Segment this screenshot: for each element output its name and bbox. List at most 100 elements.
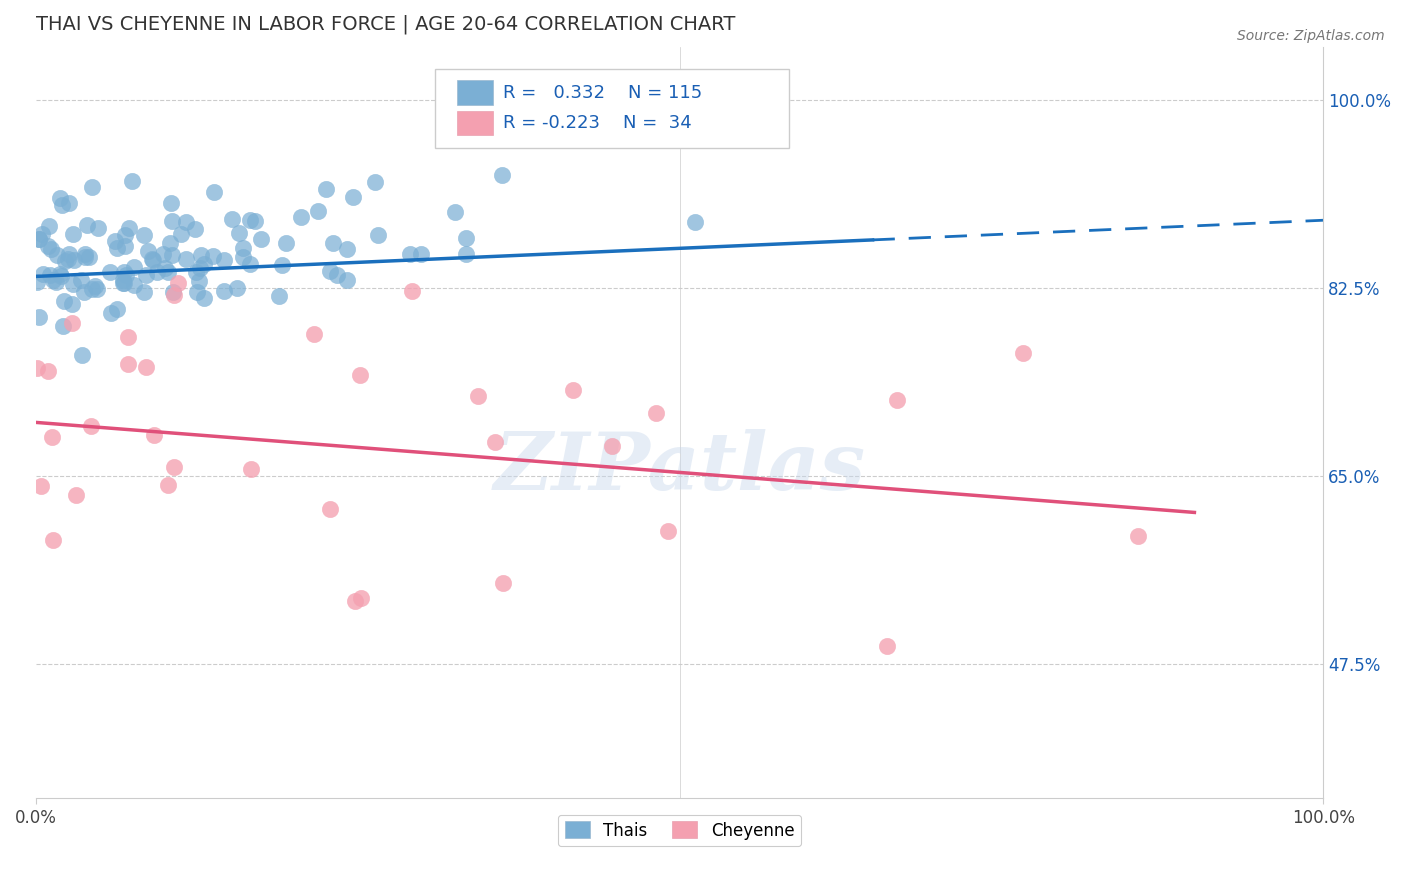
Point: [160, 196, 183, 211]
Text: ZIPatlas: ZIPatlas: [494, 429, 866, 507]
Point: [1128, 529, 1150, 543]
Point: [156, 478, 179, 492]
Point: [105, 241, 128, 255]
Point: [187, 274, 209, 288]
Point: [122, 260, 145, 275]
Point: [157, 265, 180, 279]
Point: [491, 168, 513, 182]
Point: [142, 252, 165, 267]
Point: [122, 278, 145, 293]
Point: [112, 276, 135, 290]
Point: [42, 273, 65, 287]
Point: [184, 222, 207, 236]
Point: [221, 212, 243, 227]
Point: [492, 576, 515, 591]
Point: [53, 294, 76, 309]
Point: [100, 265, 122, 279]
Point: [118, 220, 141, 235]
Point: [73, 250, 96, 264]
Point: [167, 276, 190, 290]
Point: [31, 267, 53, 281]
Point: [657, 524, 679, 538]
Point: [39, 242, 62, 256]
Point: [443, 204, 465, 219]
Point: [117, 357, 139, 371]
Point: [51, 198, 73, 212]
Legend: Thais, Cheyenne: Thais, Cheyenne: [558, 814, 801, 847]
Point: [60, 316, 83, 330]
Point: [467, 389, 489, 403]
FancyBboxPatch shape: [457, 111, 494, 136]
Point: [79, 418, 101, 433]
Point: [55, 254, 77, 268]
Point: [411, 247, 433, 261]
Point: [232, 250, 254, 264]
Point: [162, 214, 184, 228]
Point: [342, 189, 364, 203]
Point: [117, 330, 139, 344]
Point: [62, 277, 84, 292]
Point: [30, 479, 52, 493]
Point: [170, 227, 193, 241]
Point: [319, 502, 342, 516]
Point: [100, 306, 122, 320]
Point: [367, 227, 389, 242]
Point: [112, 273, 135, 287]
Point: [600, 439, 623, 453]
Point: [193, 291, 215, 305]
Point: [49, 191, 72, 205]
Point: [58, 196, 80, 211]
Point: [456, 230, 478, 244]
Point: [214, 284, 236, 298]
Point: [37, 364, 59, 378]
Point: [114, 239, 136, 253]
Point: [307, 203, 329, 218]
Point: [319, 264, 342, 278]
Point: [82, 282, 104, 296]
Point: [77, 250, 100, 264]
Point: [28, 232, 51, 246]
Point: [162, 248, 184, 262]
Point: [876, 639, 898, 653]
Point: [56, 252, 79, 267]
Point: [336, 242, 359, 256]
Point: [274, 236, 297, 251]
Point: [326, 268, 349, 282]
Point: [232, 241, 254, 255]
FancyBboxPatch shape: [434, 70, 789, 148]
Point: [239, 212, 262, 227]
Point: [239, 462, 262, 476]
Point: [271, 258, 294, 272]
Point: [188, 260, 211, 275]
Point: [683, 215, 706, 229]
Point: [162, 285, 184, 300]
Point: [76, 218, 98, 232]
Point: [45, 275, 67, 289]
Point: [250, 232, 273, 246]
Point: [336, 273, 359, 287]
Point: [42, 533, 65, 548]
Point: [87, 220, 110, 235]
Point: [27, 310, 49, 324]
Point: [226, 280, 249, 294]
Point: [245, 213, 267, 227]
Point: [112, 265, 135, 279]
FancyBboxPatch shape: [457, 80, 494, 105]
Point: [343, 594, 366, 608]
Point: [45, 248, 67, 262]
Point: [645, 406, 668, 420]
Point: [141, 252, 163, 266]
Point: [290, 210, 312, 224]
Point: [186, 285, 208, 299]
Point: [62, 227, 84, 241]
Text: R =   0.332    N = 115: R = 0.332 N = 115: [503, 84, 703, 102]
Point: [163, 288, 186, 302]
Point: [484, 434, 506, 449]
Point: [51, 268, 73, 283]
Point: [163, 459, 186, 474]
Point: [41, 430, 63, 444]
Point: [31, 227, 53, 241]
Point: [63, 253, 86, 268]
Point: [142, 428, 165, 442]
Point: [155, 261, 177, 276]
